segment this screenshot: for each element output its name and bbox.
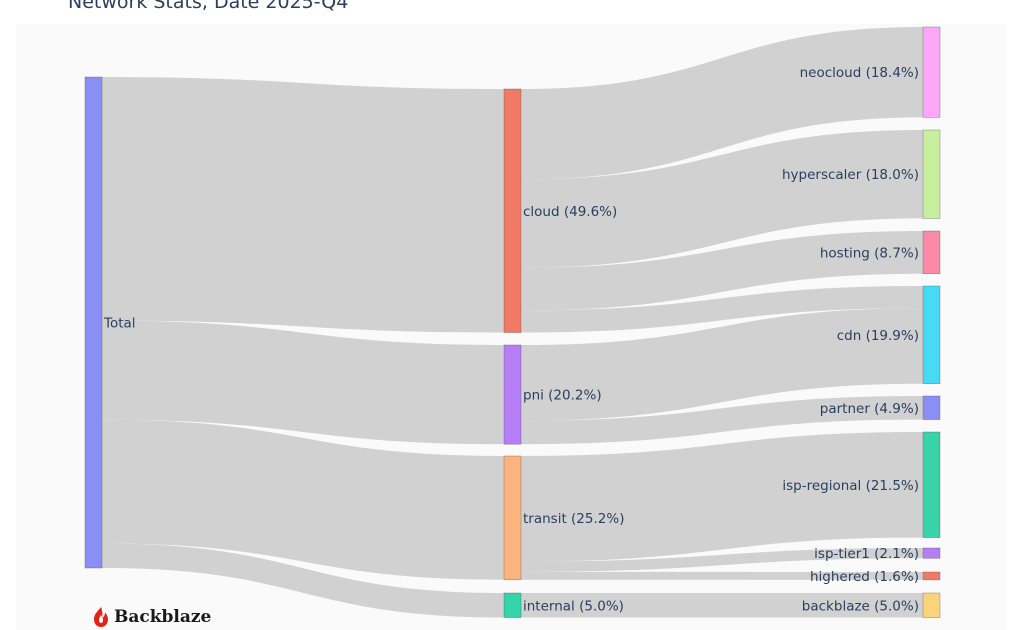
link-pni-to-cdn (521, 308, 923, 421)
node-partner (922, 395, 941, 420)
link-cloud-to-hosting (521, 231, 923, 311)
node-label-isp-tier1: isp-tier1 (2.1%) (814, 546, 919, 562)
node-label-hosting: hosting (8.7%) (820, 245, 919, 261)
node-neocloud (922, 26, 941, 118)
node-backblaze (922, 592, 941, 618)
link-pni-to-partner (521, 396, 923, 445)
node-label-cdn: cdn (19.9%) (837, 328, 919, 344)
node-total (84, 76, 103, 569)
chart-title: Network Stats, Date 2025-Q4 (68, 0, 349, 13)
flame-icon (94, 607, 108, 627)
node-label-backblaze: backblaze (5.0%) (802, 598, 919, 614)
link-total-to-cloud (102, 77, 504, 333)
node-pni (503, 344, 522, 445)
node-label-total: Total (103, 316, 136, 332)
node-label-transit: transit (25.2%) (523, 511, 624, 527)
node-label-cloud: cloud (49.6%) (523, 204, 617, 220)
node-cloud (503, 88, 522, 333)
link-cloud-to-cdn (521, 286, 923, 333)
link-cloud-to-neocloud (521, 27, 923, 180)
link-total-to-transit (102, 419, 504, 580)
node-label-highered: highered (1.6%) (810, 569, 919, 585)
link-total-to-internal (102, 543, 504, 618)
node-transit (503, 455, 522, 581)
nodes-layer (84, 26, 941, 618)
node-internal (503, 592, 522, 618)
logo-text: Backblaze (114, 607, 212, 627)
node-label-neocloud: neocloud (18.4%) (800, 65, 919, 81)
backblaze-logo: Backblaze (92, 606, 211, 628)
node-hyperscaler (922, 129, 941, 219)
node-label-pni: pni (20.2%) (523, 388, 602, 404)
link-total-to-pni (102, 320, 504, 445)
node-highered (922, 571, 941, 581)
links-layer (102, 27, 923, 618)
node-label-partner: partner (4.9%) (820, 401, 919, 417)
node-hosting (922, 230, 941, 275)
link-internal-to-backblaze (521, 593, 923, 618)
link-cloud-to-hyperscaler (521, 130, 923, 268)
link-transit-to-isp-tier1 (521, 548, 923, 572)
node-isp-regional (922, 431, 941, 538)
link-transit-to-isp-regional (521, 432, 923, 562)
node-label-hyperscaler: hyperscaler (18.0%) (782, 167, 919, 183)
node-label-internal: internal (5.0%) (523, 598, 624, 614)
node-label-isp-regional: isp-regional (21.5%) (782, 478, 919, 494)
node-cdn (922, 285, 941, 385)
node-isp-tier1 (922, 547, 941, 559)
link-transit-to-highered (521, 571, 923, 580)
labels-layer: Total cloud (49.6%) pni (20.2%) transit (25… (103, 65, 919, 614)
